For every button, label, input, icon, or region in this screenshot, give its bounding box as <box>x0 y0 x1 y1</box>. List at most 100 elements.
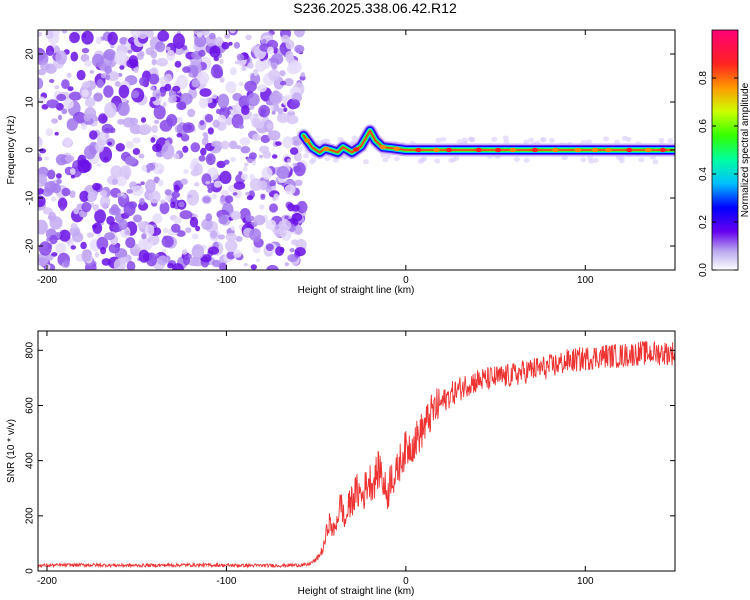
heatmap-cell <box>146 162 156 171</box>
heatmap-cell <box>652 159 659 165</box>
heatmap-cell <box>133 66 139 74</box>
heatmap-cell <box>118 84 130 99</box>
heatmap-cell <box>171 223 181 233</box>
heatmap-cell <box>286 64 299 75</box>
heatmap-cell <box>47 169 56 180</box>
heatmap-cell <box>250 264 257 270</box>
heatmap-cell <box>233 189 242 199</box>
heatmap-cell <box>271 154 278 159</box>
heatmap-cell <box>124 229 131 236</box>
heatmap-cell <box>101 258 111 266</box>
heatmap-cell <box>245 34 252 41</box>
heatmap-cell <box>523 157 530 163</box>
heatmap-cell <box>210 230 218 239</box>
heatmap-cell <box>45 264 51 270</box>
heatmap-cell <box>207 246 220 255</box>
heatmap-cell <box>133 214 142 223</box>
ridge-peak <box>626 147 633 153</box>
heatmap-cell <box>502 135 509 141</box>
heatmap-cell <box>382 157 389 163</box>
heatmap-cell <box>159 201 170 215</box>
heatmap-cell <box>111 178 118 185</box>
heatmap-cell <box>182 66 191 73</box>
heatmap-cell <box>38 153 42 157</box>
heatmap-cell <box>61 30 68 34</box>
ridge-peak <box>415 147 422 153</box>
heatmap-cell <box>110 44 115 49</box>
heatmap-cell <box>211 94 218 99</box>
heatmap-cell <box>168 95 177 104</box>
heatmap-cell <box>270 53 284 65</box>
heatmap-cell <box>239 137 251 146</box>
heatmap-cell <box>216 160 226 169</box>
heatmap-cell <box>270 62 278 70</box>
heatmap-cell <box>86 232 95 238</box>
ridge-peak <box>322 146 330 151</box>
heatmap-cell <box>217 114 226 123</box>
heatmap-cell <box>200 254 212 263</box>
heatmap-cell <box>164 73 173 83</box>
heatmap-cell <box>292 162 298 167</box>
ridge-peak <box>531 147 539 153</box>
heatmap-cell <box>54 85 60 90</box>
heatmap-cell <box>81 249 92 262</box>
heatmap-cell <box>244 80 257 93</box>
heatmap-cell <box>275 141 282 147</box>
heatmap-cell <box>251 45 262 54</box>
heatmap-cell <box>238 81 244 87</box>
y-tick-label: 0 <box>25 147 36 153</box>
heatmap-cell <box>256 258 260 263</box>
heatmap-cell <box>261 167 273 180</box>
heatmap-cell <box>95 36 102 45</box>
heatmap-cell <box>290 99 301 109</box>
heatmap-cell <box>144 224 155 237</box>
heatmap-cell <box>417 159 424 164</box>
heatmap-cell <box>45 128 54 137</box>
heatmap-cell <box>129 124 142 135</box>
heatmap-cell <box>276 166 290 179</box>
heatmap-cell <box>228 140 238 150</box>
heatmap-cell <box>285 50 294 61</box>
heatmap-cell <box>178 201 185 208</box>
heatmap-cell <box>187 108 196 118</box>
heatmap-cell <box>155 41 166 53</box>
heatmap-cell <box>269 90 283 105</box>
heatmap-cell <box>69 168 76 175</box>
heatmap-cell <box>49 234 58 245</box>
heatmap-cell <box>104 102 117 118</box>
heatmap-cell <box>155 253 159 257</box>
ridge-peak <box>605 147 612 153</box>
heatmap-cell <box>292 204 300 212</box>
x-tick-label: -100 <box>216 576 236 587</box>
heatmap-cell <box>150 96 157 102</box>
heatmap-cell <box>240 146 251 154</box>
heatmap-cell <box>208 32 216 40</box>
heatmap-cell <box>585 139 592 145</box>
heatmap-cell <box>158 179 164 187</box>
colorbar-label: Normalized spectral amplitude <box>740 82 750 217</box>
ridge-peak <box>645 147 652 153</box>
heatmap-cell <box>440 136 447 142</box>
heatmap-cell <box>296 200 308 214</box>
heatmap-cell <box>164 189 172 196</box>
heatmap-cell <box>51 118 59 124</box>
heatmap-cell <box>191 233 199 240</box>
y-tick-label: 400 <box>25 452 36 469</box>
heatmap-cell <box>94 252 99 258</box>
heatmap-cell <box>238 95 250 109</box>
x-tick-label: 0 <box>403 576 409 587</box>
heatmap-cell <box>251 160 257 166</box>
heatmap-cell <box>108 243 120 254</box>
heatmap-cell <box>284 184 296 195</box>
heatmap-cell <box>199 88 212 97</box>
heatmap-cell <box>268 69 280 81</box>
heatmap-cell <box>223 159 230 165</box>
heatmap-cell <box>137 221 147 230</box>
x-tick-label: 100 <box>577 576 594 587</box>
colorbar-tick-label: 0.6 <box>698 119 709 133</box>
heatmap-cell <box>150 137 156 143</box>
heatmap-cell <box>152 143 162 153</box>
heatmap-cell <box>165 46 171 51</box>
heatmap-cell <box>128 55 138 67</box>
